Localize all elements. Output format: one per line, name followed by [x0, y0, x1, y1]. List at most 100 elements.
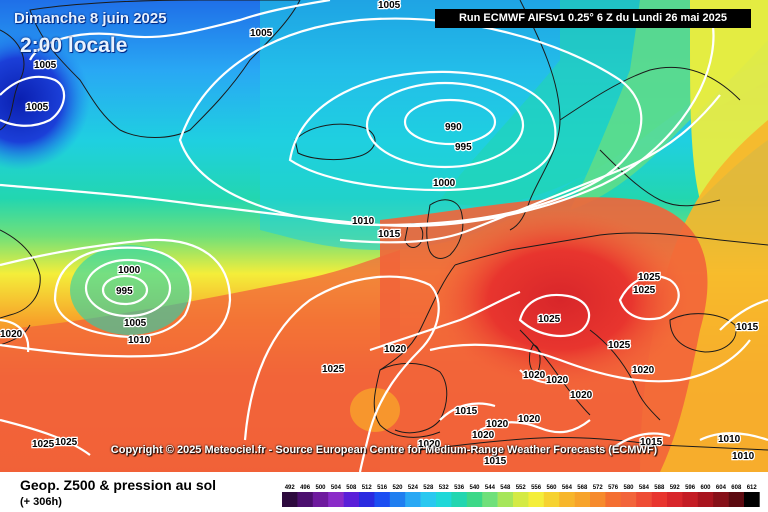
scale-label: 572 [593, 485, 604, 491]
scale-swatch [420, 492, 437, 507]
heat-dome-core [430, 210, 690, 390]
run-info-banner: Run ECMWF AIFSv1 0.25° 6 Z du Lundi 26 m… [435, 9, 751, 28]
scale-swatch [374, 492, 391, 507]
scale-swatch [697, 492, 714, 507]
scale-label: 576 [608, 485, 619, 491]
scale-label: 536 [454, 485, 465, 491]
forecast-date: Dimanche 8 juin 2025 [14, 10, 167, 27]
scale-swatch [667, 492, 683, 507]
scale-label: 564 [562, 485, 573, 491]
scale-label: 516 [377, 485, 388, 491]
isobar-1020-corsica [519, 369, 561, 384]
scale-label: 580 [623, 485, 634, 491]
isobar-label: 1020 [546, 375, 569, 386]
scale-label: 508 [346, 485, 357, 491]
isobar-label: 1025 [538, 314, 561, 325]
scale-swatch [543, 492, 560, 507]
scale-label: 512 [362, 485, 373, 491]
scale-label: 496 [300, 485, 311, 491]
legend-bar: Geop. Z500 & pression au sol (+ 306h) 49… [0, 472, 768, 512]
isobar-1000-iceland [288, 70, 557, 192]
scale-label: 524 [408, 485, 419, 491]
scale-label: 584 [639, 485, 650, 491]
scale-label: 548 [500, 485, 511, 491]
isobar-label: 1020 [384, 344, 407, 355]
scale-swatch [682, 492, 699, 507]
isobar-label: 1020 [518, 414, 541, 425]
scale-swatch [343, 492, 360, 507]
scale-label: 552 [516, 485, 527, 491]
map-title: Geop. Z500 & pression au sol [20, 477, 217, 493]
scale-label: 492 [285, 485, 296, 491]
isobar-1015-north [339, 94, 721, 244]
isobar-label: 1000 [433, 178, 456, 189]
scale-label: 568 [577, 485, 588, 491]
scale-label: 544 [485, 485, 496, 491]
isobar-1005-atlantic [53, 246, 192, 338]
scale-swatch [605, 492, 622, 507]
scale-label: 608 [731, 485, 742, 491]
scale-swatch [744, 492, 760, 507]
isobar-label: 1020 [570, 390, 593, 401]
isobar-label: 1020 [0, 329, 23, 340]
forecast-time: 2:00 locale [20, 34, 128, 57]
isobar-label: 1025 [55, 437, 78, 448]
scale-label: 560 [546, 485, 557, 491]
isobar-1010-atlantic [0, 238, 232, 358]
scale-label: 596 [685, 485, 696, 491]
isobar-1010-east [699, 432, 768, 442]
isobar-1020-europe [429, 339, 751, 383]
scale-swatch [436, 492, 452, 507]
isobar-label: 1000 [118, 265, 141, 276]
map-canvas: 1005 1005 1005 1005 990 995 1000 1010 10… [0, 0, 768, 472]
isobar-1025-sw [0, 418, 91, 456]
isobar-label: 1010 [718, 434, 741, 445]
isobar-label: 1010 [128, 335, 151, 346]
isobar-label: 1010 [352, 216, 375, 227]
isobar-label: 1020 [486, 419, 509, 430]
scale-swatch [559, 492, 575, 507]
scale-label: 504 [331, 485, 342, 491]
isobar-label: 1025 [32, 439, 55, 450]
scale-swatch [651, 492, 668, 507]
forecast-lead-time: (+ 306h) [20, 496, 62, 508]
scale-swatch [513, 492, 529, 507]
isobar-label: 1020 [632, 365, 655, 376]
isobar-label: 1025 [322, 364, 345, 375]
isobar-label: 1015 [736, 322, 759, 333]
isobar-1025-alps [518, 294, 591, 337]
scale-swatch [528, 492, 545, 507]
scale-swatch [451, 492, 468, 507]
scale-swatch [574, 492, 591, 507]
isobar-labels: 1005 1005 1005 1005 990 995 1000 1010 10… [0, 0, 760, 468]
isobar-1015-east [719, 298, 768, 331]
isobar-1020-france [369, 290, 521, 352]
isobar-990 [403, 98, 497, 146]
weather-map: 1005 1005 1005 1005 990 995 1000 1010 10… [0, 0, 768, 472]
isobars [0, 0, 768, 472]
scale-label: 604 [716, 485, 727, 491]
red-orange-west [0, 250, 400, 472]
scale-swatch [359, 492, 375, 507]
isobar-label: 1005 [250, 28, 273, 39]
scale-swatch [482, 492, 498, 507]
isobar-1025-azores [243, 275, 440, 472]
isobar-label: 1005 [26, 102, 49, 113]
scale-swatch [728, 492, 745, 507]
scale-swatch [620, 492, 637, 507]
isobar-label: 1010 [732, 451, 755, 462]
isobar-1005-greenland-b [0, 75, 66, 127]
scale-swatch [636, 492, 652, 507]
isobar-1005-greenland-a [29, 0, 331, 61]
scale-label: 556 [531, 485, 542, 491]
scale-label: 500 [315, 485, 326, 491]
isobar-1025-east [618, 275, 680, 321]
isobar-label: 1025 [638, 272, 661, 283]
isobar-label: 1025 [608, 340, 631, 351]
isobar-label: 1015 [640, 437, 663, 448]
scale-swatch [312, 492, 329, 507]
scale-swatch [405, 492, 421, 507]
isobar-label: 1020 [523, 370, 546, 381]
isobar-1005-iceland [178, 17, 643, 227]
scale-label: 532 [439, 485, 450, 491]
